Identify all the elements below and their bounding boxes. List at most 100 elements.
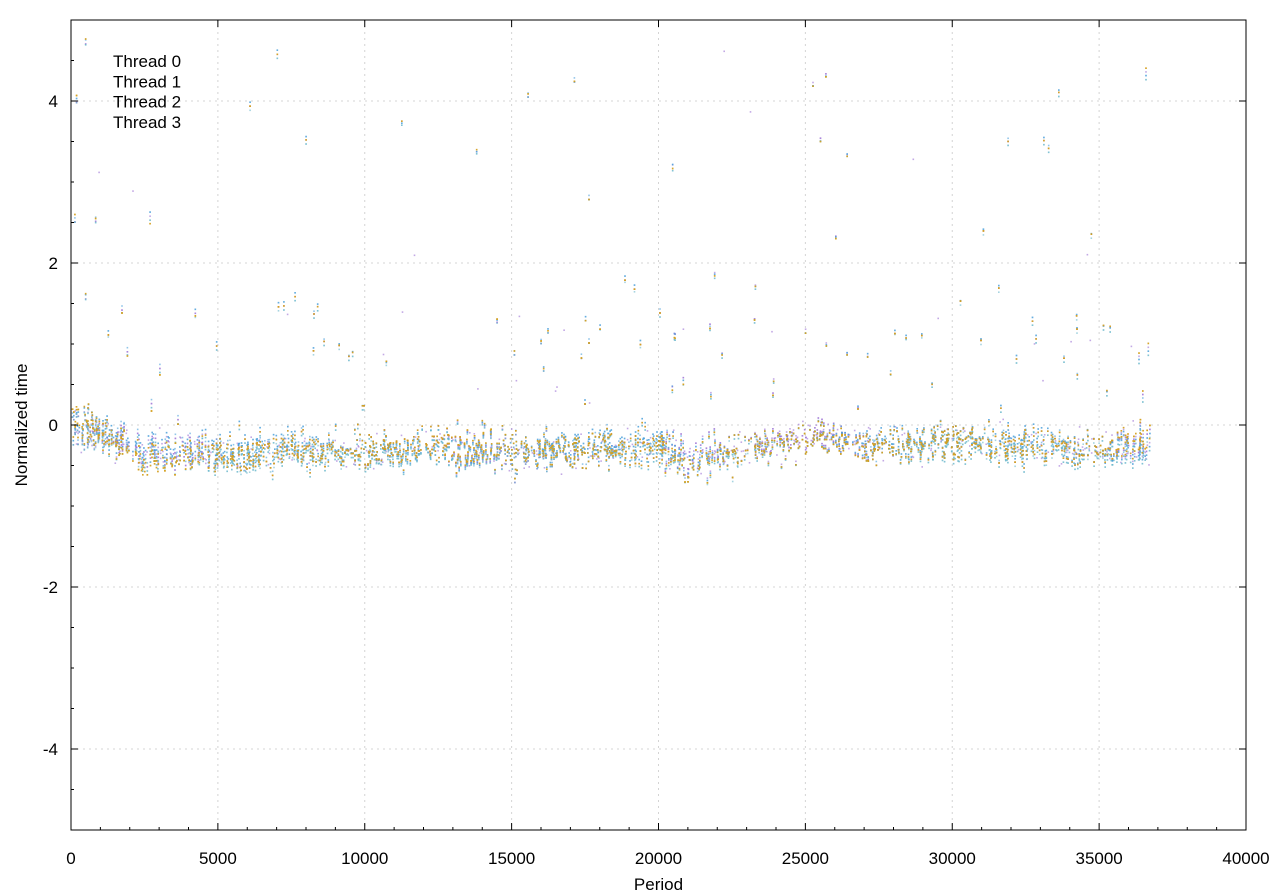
scatter-point [165,431,168,434]
scatter-point [120,430,122,433]
scatter-point [92,431,95,433]
scatter-point [151,442,153,444]
scatter-point [1070,340,1072,343]
scatter-point [307,442,309,445]
scatter-point [177,414,179,417]
scatter-point [1067,443,1070,446]
scatter-point [314,440,316,443]
scatter-point [523,467,525,469]
scatter-point [824,446,827,449]
scatter-point [490,436,492,438]
scatter-point [157,462,159,464]
scatter-point [120,424,122,427]
scatter-point [279,442,282,444]
scatter-point [901,434,903,436]
scatter-point [699,453,701,456]
scatter-point [348,354,350,357]
scatter-point [588,402,591,404]
scatter-point [787,440,789,443]
scatter-point [486,456,489,459]
scatter-point [262,443,265,445]
scatter-point [675,439,677,442]
scatter-point [756,439,759,441]
scatter-point [615,445,618,448]
scatter-point [588,194,590,197]
scatter-point [1013,444,1015,447]
scatter-point [87,427,89,430]
scatter-point [761,448,763,451]
scatter-point [658,458,661,460]
scatter-point [1120,431,1123,434]
scatter-point [746,448,749,451]
scatter-point [709,456,711,458]
scatter-point [674,333,676,336]
scatter-point [665,460,668,463]
scatter-point [258,457,260,459]
scatter-point [978,436,981,438]
scatter-point [305,444,307,447]
scatter-point [190,443,192,445]
scatter-point [182,441,185,443]
scatter-point [458,445,461,448]
scatter-point [1124,445,1127,448]
scatter-point [102,450,104,453]
scatter-point [1035,432,1037,435]
scatter-point [722,458,725,461]
scatter-point [820,421,822,424]
scatter-point [865,432,868,434]
scatter-point [396,448,398,450]
scatter-point [713,453,716,455]
scatter-point [184,464,187,467]
scatter-point [288,455,291,458]
scatter-point [696,467,699,470]
scatter-point [794,440,796,443]
scatter-point [489,446,492,449]
scatter-point [286,446,288,449]
scatter-point [1089,339,1092,342]
scatter-point [872,439,874,441]
scatter-point [789,428,791,430]
scatter-point [776,440,778,443]
scatter-point [863,456,866,458]
scatter-point [238,449,240,452]
scatter-point [461,441,463,444]
scatter-point [1078,426,1081,428]
scatter-point [772,392,774,394]
scatter-point [763,448,765,451]
scatter-point [118,443,120,445]
scatter-point [767,460,770,463]
scatter-point [1090,452,1093,454]
scatter-point [636,456,639,458]
scatter-point [669,468,671,470]
scatter-point [580,433,582,435]
scatter-point [813,431,815,433]
scatter-point [667,448,670,450]
scatter-point [71,412,74,414]
scatter-point [174,447,176,450]
scatter-point [503,462,506,465]
scatter-point [1149,428,1151,431]
scatter-point [905,438,908,440]
scatter-point [460,462,462,464]
scatter-point [907,453,910,456]
scatter-point [138,438,140,441]
scatter-point [884,442,887,445]
scatter-point [894,426,897,428]
scatter-point [574,433,576,436]
scatter-point [187,453,189,455]
scatter-point [907,431,910,434]
scatter-point [416,459,418,461]
scatter-point [761,440,764,443]
scatter-point [250,436,252,438]
scatter-point [1031,316,1034,319]
scatter-point [754,443,757,445]
scatter-point [907,430,909,432]
scatter-point [493,460,495,462]
scatter-point [699,447,702,449]
scatter-point [563,453,565,455]
scatter-point [528,450,530,452]
scatter-point [1124,436,1127,439]
scatter-point [812,81,814,84]
scatter-point [489,460,491,463]
scatter-point [336,460,338,462]
